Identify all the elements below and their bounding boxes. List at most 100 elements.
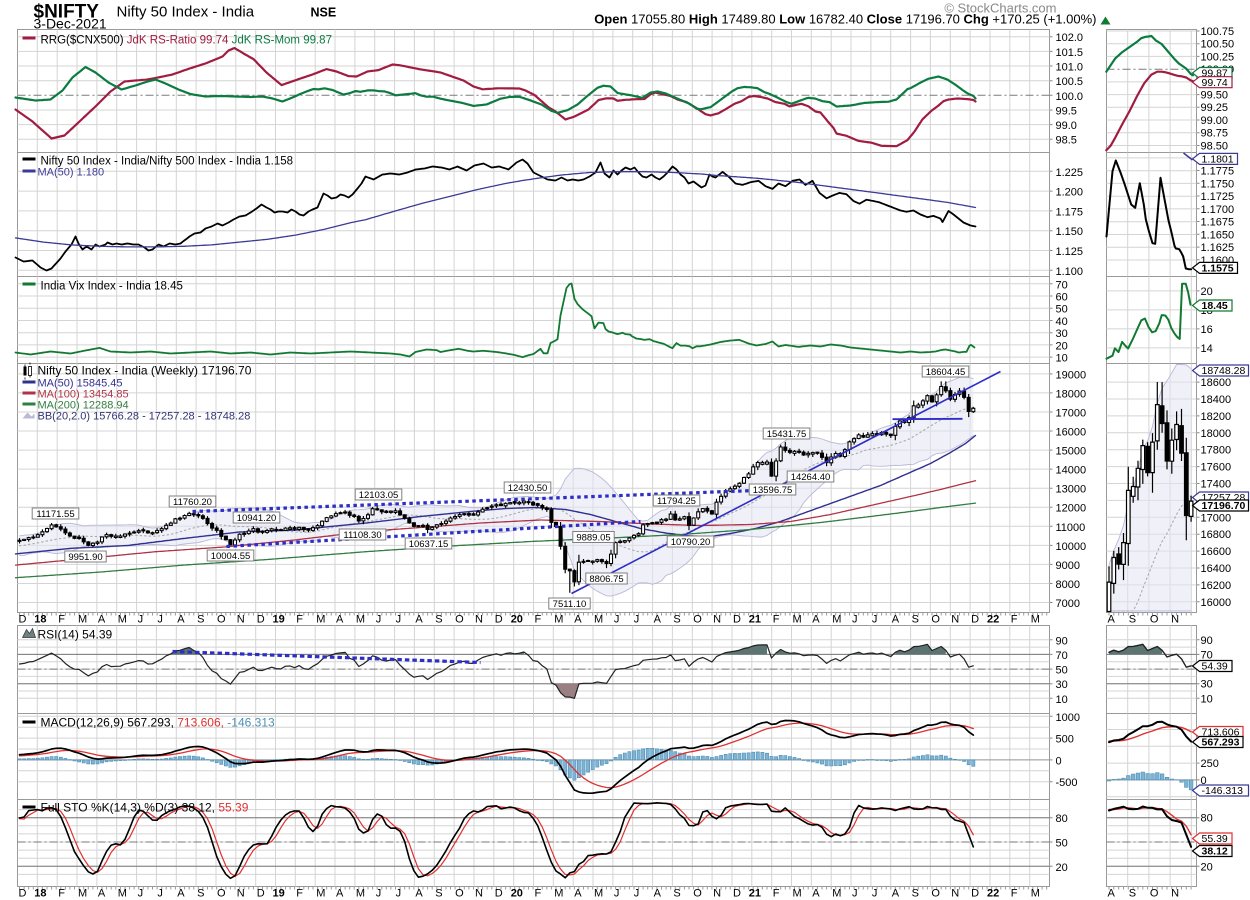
svg-text:100.0: 100.0: [1056, 91, 1084, 103]
svg-text:18604.45: 18604.45: [926, 367, 966, 378]
svg-text:1.1675: 1.1675: [1201, 217, 1235, 229]
svg-text:8000: 8000: [1056, 579, 1080, 591]
svg-text:S: S: [1129, 614, 1136, 626]
svg-text:S: S: [673, 888, 680, 900]
svg-text:0: 0: [1056, 755, 1062, 767]
svg-text:F: F: [1011, 888, 1018, 900]
svg-text:Nifty 50 Index - India (Weekly: Nifty 50 Index - India (Weekly) 17196.70: [38, 364, 252, 378]
svg-text:J: J: [634, 614, 640, 626]
svg-text:18: 18: [34, 614, 46, 626]
svg-text:11000: 11000: [1056, 522, 1086, 534]
svg-text:1.100: 1.100: [1056, 266, 1084, 278]
svg-text:60: 60: [1056, 292, 1068, 304]
svg-text:10: 10: [1056, 353, 1068, 365]
svg-text:11108.30: 11108.30: [343, 530, 381, 541]
svg-text:S: S: [435, 614, 442, 626]
svg-text:A: A: [1108, 888, 1116, 900]
svg-text:N: N: [951, 614, 959, 626]
svg-text:50: 50: [1056, 838, 1068, 850]
svg-text:M: M: [832, 614, 841, 626]
svg-text:A: A: [336, 888, 344, 900]
svg-text:38.12: 38.12: [1202, 846, 1228, 858]
svg-text:20: 20: [511, 888, 523, 900]
svg-text:70: 70: [1201, 649, 1213, 661]
svg-text:11794.25: 11794.25: [657, 496, 696, 507]
svg-text:A: A: [415, 888, 423, 900]
svg-text:16800: 16800: [1201, 529, 1232, 541]
svg-text:N: N: [713, 614, 721, 626]
svg-text:98.5: 98.5: [1056, 135, 1077, 147]
svg-text:20: 20: [1201, 286, 1213, 298]
svg-text:13000: 13000: [1056, 484, 1087, 496]
svg-text:22: 22: [987, 888, 999, 900]
svg-text:O: O: [693, 614, 702, 626]
svg-text:16000: 16000: [1056, 427, 1087, 439]
svg-text:N: N: [1171, 888, 1179, 900]
svg-text:250: 250: [1201, 758, 1219, 770]
svg-text:S: S: [912, 614, 919, 626]
svg-text:F: F: [296, 614, 303, 626]
svg-text:10: 10: [1056, 694, 1068, 706]
svg-text:A: A: [1108, 614, 1116, 626]
svg-text:55.39: 55.39: [1202, 833, 1228, 845]
svg-text:1.1775: 1.1775: [1201, 166, 1235, 178]
svg-text:A: A: [654, 888, 662, 900]
svg-text:16400: 16400: [1201, 563, 1232, 575]
svg-text:O: O: [455, 888, 464, 900]
svg-text:16600: 16600: [1201, 546, 1232, 558]
svg-text:80: 80: [1201, 813, 1213, 825]
svg-text:O: O: [931, 614, 940, 626]
svg-text:21: 21: [749, 888, 761, 900]
svg-text:99.25: 99.25: [1201, 102, 1229, 114]
svg-text:S: S: [912, 888, 919, 900]
svg-text:D: D: [971, 888, 979, 900]
svg-text:19: 19: [273, 614, 285, 626]
svg-text:99.50: 99.50: [1201, 90, 1229, 102]
svg-text:M: M: [356, 614, 365, 626]
svg-text:70: 70: [1056, 279, 1068, 291]
svg-text:F: F: [58, 614, 65, 626]
svg-text:M: M: [356, 888, 365, 900]
svg-text:Nifty 50 Index - India/Nifty 5: Nifty 50 Index - India/Nifty 500 Index -…: [41, 156, 294, 168]
svg-text:J: J: [157, 888, 163, 900]
svg-text:J: J: [872, 614, 878, 626]
svg-text:12430.50: 12430.50: [508, 483, 548, 494]
svg-text:713.606: 713.606: [1202, 727, 1240, 739]
svg-text:10637.15: 10637.15: [409, 539, 449, 550]
svg-text:80: 80: [1056, 813, 1068, 825]
svg-text:RSI(14) 54.39: RSI(14) 54.39: [38, 628, 113, 642]
svg-text:MA(100) 13454.85: MA(100) 13454.85: [38, 389, 129, 401]
svg-text:J: J: [872, 888, 878, 900]
svg-text:7000: 7000: [1056, 598, 1080, 610]
svg-text:90: 90: [1056, 635, 1068, 647]
svg-text:101.5: 101.5: [1056, 47, 1084, 59]
svg-text:10941.20: 10941.20: [237, 513, 277, 524]
svg-text:30: 30: [1056, 328, 1068, 340]
svg-text:14000: 14000: [1056, 465, 1087, 477]
svg-text:D: D: [19, 614, 27, 626]
svg-text:17800: 17800: [1201, 445, 1232, 457]
svg-text:54.39: 54.39: [1202, 661, 1228, 673]
svg-text:18: 18: [34, 888, 46, 900]
svg-text:F: F: [535, 888, 542, 900]
svg-text:16: 16: [1201, 324, 1213, 336]
svg-text:MA(50) 15845.45: MA(50) 15845.45: [38, 378, 123, 390]
svg-text:M: M: [793, 614, 802, 626]
svg-text:19: 19: [273, 888, 285, 900]
svg-text:99.74: 99.74: [1202, 77, 1228, 89]
svg-text:M: M: [316, 614, 325, 626]
svg-text:1.1750: 1.1750: [1201, 178, 1235, 190]
svg-text:M: M: [1031, 614, 1040, 626]
svg-text:D: D: [257, 614, 265, 626]
svg-text:A: A: [812, 888, 820, 900]
svg-text:15431.75: 15431.75: [767, 429, 807, 440]
svg-text:90: 90: [1201, 635, 1213, 647]
svg-text:F: F: [535, 614, 542, 626]
svg-text:A: A: [574, 888, 582, 900]
svg-text:10004.55: 10004.55: [211, 551, 251, 562]
svg-text:MA(50) 1.180: MA(50) 1.180: [38, 167, 105, 179]
svg-text:O: O: [1150, 614, 1159, 626]
svg-text:10790.20: 10790.20: [671, 537, 711, 548]
svg-text:A: A: [574, 614, 582, 626]
svg-text:F: F: [296, 888, 303, 900]
